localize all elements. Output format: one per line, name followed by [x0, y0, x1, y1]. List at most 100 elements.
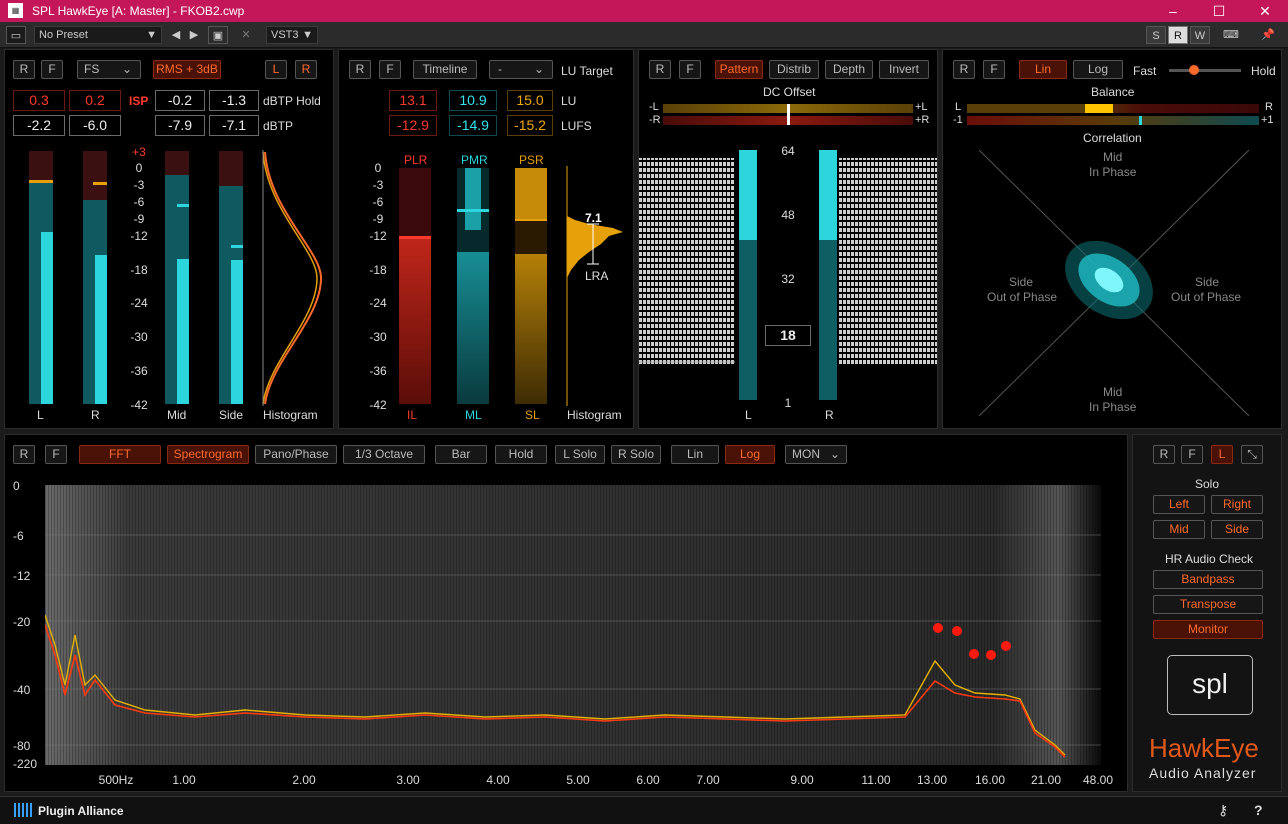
- dc-neg-l: -L: [649, 101, 659, 113]
- pano-phase-tab[interactable]: Pano/Phase: [255, 445, 337, 464]
- solo-left-button[interactable]: Left: [1153, 495, 1205, 514]
- freeze-button[interactable]: F: [45, 445, 67, 464]
- scale-tick: -6: [372, 195, 384, 209]
- sl-bar: [515, 254, 547, 404]
- meter-side-hold: [231, 245, 243, 248]
- distrib-tab[interactable]: Distrib: [769, 60, 819, 79]
- transpose-button[interactable]: Transpose: [1153, 595, 1263, 614]
- reset-button[interactable]: R: [649, 60, 671, 79]
- bar-button[interactable]: Bar: [435, 445, 487, 464]
- channel-r-label: R: [91, 408, 100, 422]
- lin-button[interactable]: Lin: [1019, 60, 1067, 79]
- maximize-button[interactable]: ☐: [1212, 3, 1226, 19]
- freeze-button[interactable]: F: [983, 60, 1005, 79]
- speed-slider-thumb[interactable]: [1189, 65, 1199, 75]
- bits-panel: R F Pattern Distrib Depth Invert DC Offs…: [638, 49, 938, 429]
- w-button[interactable]: W: [1190, 26, 1210, 44]
- scale-select[interactable]: FS ⌄: [77, 60, 141, 79]
- dc-center-marker: [787, 104, 790, 125]
- in-phase-bottom-label: In Phase: [1089, 400, 1137, 414]
- dc-pos-r: +R: [915, 114, 930, 126]
- plr-marker: [399, 236, 431, 239]
- reset-button[interactable]: R: [1153, 445, 1175, 464]
- meter-mid-hold: [177, 204, 189, 207]
- lu-target-select[interactable]: - ⌄: [489, 60, 553, 79]
- collapse-icon[interactable]: ⤡: [1241, 445, 1263, 464]
- speed-slider-track[interactable]: [1169, 69, 1241, 72]
- psr-marker: [515, 219, 547, 221]
- reset-button[interactable]: R: [13, 60, 35, 79]
- monitor-button[interactable]: Monitor: [1153, 620, 1263, 639]
- reset-button[interactable]: R: [953, 60, 975, 79]
- app-icon: ▦: [8, 3, 23, 18]
- timeline-button[interactable]: Timeline: [413, 60, 477, 79]
- freeze-button[interactable]: F: [41, 60, 63, 79]
- log-button[interactable]: Log: [725, 445, 775, 464]
- prev-preset-icon[interactable]: ◀: [171, 29, 181, 41]
- plugin-alliance-icon: [14, 803, 34, 817]
- preset-select[interactable]: No Preset ▼: [34, 26, 162, 44]
- y-tick: 0: [13, 479, 20, 493]
- help-icon[interactable]: ?: [1254, 802, 1263, 818]
- peak-l: -2.2: [13, 115, 65, 136]
- pin-icon[interactable]: 📌: [1261, 29, 1275, 41]
- keyboard-icon[interactable]: ⌨: [1223, 29, 1239, 41]
- l-solo-button[interactable]: L Solo: [555, 445, 605, 464]
- freeze-button[interactable]: F: [379, 60, 401, 79]
- delete-icon[interactable]: ✕: [241, 29, 251, 41]
- meter-side-peak: [231, 260, 243, 404]
- r-solo-button[interactable]: R Solo: [611, 445, 661, 464]
- side-left-label: Side: [1009, 275, 1034, 289]
- bandpass-button[interactable]: Bandpass: [1153, 570, 1263, 589]
- out-of-phase-left-label: Out of Phase: [987, 290, 1058, 304]
- rms-button[interactable]: RMS + 3dB: [153, 60, 221, 79]
- link-r-button[interactable]: R: [295, 60, 317, 79]
- product-name: HawkEye: [1149, 733, 1259, 763]
- scale-tick: 0: [374, 161, 382, 175]
- reset-button[interactable]: R: [13, 445, 35, 464]
- save-icon[interactable]: ▣: [208, 26, 228, 44]
- link-l-button[interactable]: L: [265, 60, 287, 79]
- format-select[interactable]: VST3 ▼: [266, 26, 318, 44]
- scale-tick: 1: [784, 396, 792, 410]
- mon-select[interactable]: MON ⌄: [785, 445, 847, 464]
- solo-side-button[interactable]: Side: [1211, 520, 1263, 539]
- channel-l-label: L: [37, 408, 44, 422]
- balance-meter: [967, 104, 1259, 113]
- freeze-button[interactable]: F: [1181, 445, 1203, 464]
- hold-button[interactable]: Hold: [495, 445, 547, 464]
- solo-right-button[interactable]: Right: [1211, 495, 1263, 514]
- third-octave-tab[interactable]: 1/3 Octave: [343, 445, 425, 464]
- lin-button[interactable]: Lin: [671, 445, 719, 464]
- depth-tab[interactable]: Depth: [825, 60, 873, 79]
- menu-icon[interactable]: ▭: [6, 26, 26, 44]
- key-icon[interactable]: ⚷: [1218, 802, 1229, 818]
- s-button[interactable]: S: [1146, 26, 1166, 44]
- next-preset-icon[interactable]: ▶: [189, 29, 199, 41]
- reset-button[interactable]: R: [349, 60, 371, 79]
- hold-label: Hold: [1251, 64, 1276, 78]
- lra-label: LRA: [585, 269, 609, 283]
- peak-mid: -7.9: [155, 115, 205, 136]
- invert-tab[interactable]: Invert: [879, 60, 929, 79]
- close-button[interactable]: ✕: [1259, 3, 1271, 19]
- r-button[interactable]: R: [1168, 26, 1188, 44]
- log-button[interactable]: Log: [1073, 60, 1123, 79]
- meter-mid-peak: [177, 259, 189, 404]
- pattern-tab[interactable]: Pattern: [715, 60, 763, 79]
- link-button[interactable]: L: [1211, 445, 1233, 464]
- minimize-button[interactable]: –: [1169, 3, 1177, 19]
- solo-mid-button[interactable]: Mid: [1153, 520, 1205, 539]
- scale-tick: -18: [130, 263, 148, 277]
- freeze-button[interactable]: F: [679, 60, 701, 79]
- spl-logo: spl: [1167, 655, 1253, 715]
- level-histogram: [262, 150, 323, 406]
- fft-tab[interactable]: FFT: [79, 445, 161, 464]
- spectrogram-tab[interactable]: Spectrogram: [167, 445, 249, 464]
- pmr-marker: [457, 209, 489, 212]
- sl-value: -15.2: [507, 115, 553, 136]
- brand-label[interactable]: Plugin Alliance: [38, 804, 124, 818]
- chevron-down-icon: ▼: [302, 29, 313, 41]
- mon-value: MON: [792, 447, 820, 461]
